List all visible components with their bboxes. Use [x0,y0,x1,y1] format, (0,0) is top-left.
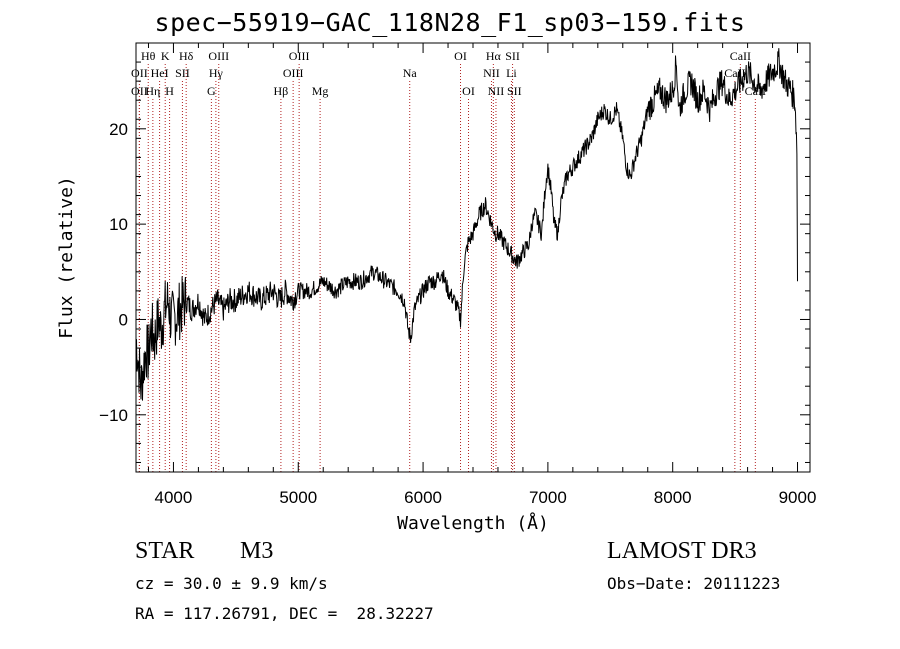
line-label: Hθ [141,49,156,63]
survey-name: LAMOST DR3 [607,538,757,564]
y-tick-label: 20 [109,120,128,139]
line-label: Mg [312,84,329,98]
line-label: K [161,49,170,63]
line-label: Hα [486,49,502,63]
line-label: SII [505,49,520,63]
line-label: Hη [145,84,160,98]
line-label: OII [131,66,148,80]
line-label: Hβ [274,84,289,98]
line-label: Li [506,66,517,80]
y-tick-label: 10 [109,215,128,234]
line-label: OIII [289,49,310,63]
y-axis-label: Flux (relative) [56,176,77,339]
line-label: OII [131,84,148,98]
chart-title: spec−55919−GAC_118N28_F1_sp03−159.fits [154,8,746,37]
line-label: OI [462,84,475,98]
x-axis-label: Wavelength (Å) [397,512,549,534]
spectrum-line [135,48,798,401]
x-tick-label: 9000 [779,488,817,507]
line-label: NII [488,84,505,98]
object-class: STAR [135,538,195,564]
line-label: OIII [283,66,304,80]
x-tick-label: 8000 [654,488,692,507]
x-tick-label: 5000 [279,488,317,507]
line-label: CaII [730,49,751,63]
line-label: HeI [151,66,169,80]
ra-dec: RA = 117.26791, DEC = 28.32227 [135,604,434,623]
line-label: Na [403,66,418,80]
line-label: OI [454,49,467,63]
object-subclass: M3 [240,538,274,564]
line-label: SII [507,84,522,98]
y-tick-label: −10 [99,406,128,425]
line-label: SII [175,66,190,80]
x-tick-label: 7000 [529,488,567,507]
line-label: NII [483,66,500,80]
x-tick-label: 4000 [155,488,193,507]
line-label: Hγ [209,66,224,80]
line-label: G [207,84,216,98]
line-label: OIII [208,49,229,63]
line-label: H [165,84,174,98]
line-label: Hδ [179,49,194,63]
observation-date: Obs−Date: 20111223 [607,574,781,593]
x-tick-label: 6000 [404,488,442,507]
y-tick-label: 0 [119,310,128,329]
redshift-cz: cz = 30.0 ± 9.9 km/s [135,574,328,593]
